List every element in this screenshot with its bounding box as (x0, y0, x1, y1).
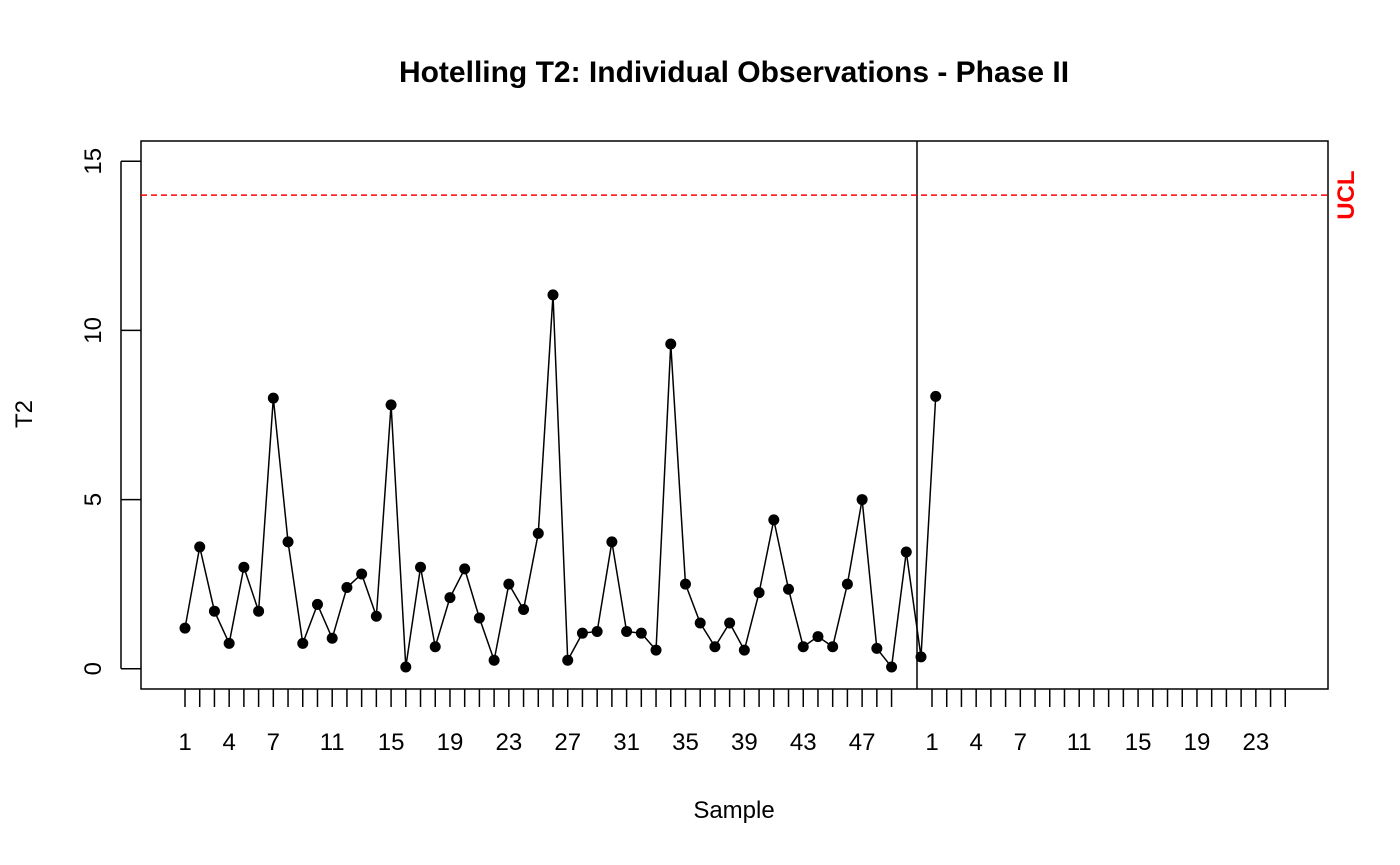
data-point (532, 527, 544, 539)
plot-frame (140, 140, 1329, 690)
phase1-x-tick-label: 11 (320, 729, 345, 756)
phase1-x-tick-label: 1 (178, 729, 191, 756)
data-point (223, 637, 235, 649)
data-point (871, 642, 883, 654)
chart-title: Hotelling T2: Individual Observations - … (399, 56, 1069, 89)
series-line (184, 294, 937, 669)
phase1-x-tick-label: 35 (672, 729, 699, 756)
phase1-x-tick-label: 15 (378, 729, 405, 756)
phase2-x-tick-label: 4 (969, 729, 982, 756)
data-point (429, 641, 441, 653)
data-point (930, 390, 942, 402)
y-tick-label: 0 (80, 662, 107, 675)
data-point (856, 494, 868, 506)
data-point (518, 604, 530, 616)
phase1-x-tick-label: 31 (613, 729, 640, 756)
data-point (459, 563, 471, 575)
data-point (473, 612, 485, 624)
x-axis-label: Sample (693, 797, 774, 824)
data-point (400, 661, 412, 673)
data-point (709, 641, 721, 653)
data-point (812, 631, 824, 643)
phase1-x-tick-label: 39 (731, 729, 758, 756)
data-point (635, 627, 647, 639)
data-point (415, 561, 427, 573)
data-point (768, 514, 780, 526)
phase1-x-tick-label: 43 (790, 729, 817, 756)
data-point (444, 592, 456, 604)
phase2-x-tick-label: 15 (1125, 729, 1152, 756)
data-point (179, 622, 191, 634)
data-point (591, 625, 603, 637)
x-axis: 1 4 7 11 15 19 23 27 31 35 39 43 47 1 4 7 11 15 19 23 (178, 689, 1287, 756)
data-point (562, 654, 574, 666)
data-point (547, 289, 559, 301)
phase1-x-tick-label: 23 (495, 729, 522, 756)
phase2-x-tick-label: 23 (1242, 729, 1269, 756)
data-point (753, 587, 765, 599)
phase2-x-tick-label: 19 (1184, 729, 1211, 756)
y-axis-label: T2 (11, 400, 38, 428)
ucl-label: UCL (1333, 170, 1360, 219)
phase1-x-tick-label: 47 (849, 729, 876, 756)
data-point (282, 536, 294, 548)
data-point (356, 568, 368, 580)
data-point (900, 546, 912, 558)
data-point (679, 578, 691, 590)
data-point (341, 582, 353, 594)
data-point (326, 632, 338, 644)
data-point (665, 338, 677, 350)
y-tick-label: 5 (80, 493, 107, 506)
data-point (650, 644, 662, 656)
data-point (297, 637, 309, 649)
data-point (827, 641, 839, 653)
data-point (841, 578, 853, 590)
data-point (783, 583, 795, 595)
data-point (606, 536, 618, 548)
data-point (238, 561, 250, 573)
phase2-x-tick-label: 1 (925, 729, 938, 756)
phase1-x-tick-label: 4 (222, 729, 235, 756)
data-point (503, 578, 515, 590)
y-tick-label: 10 (80, 317, 107, 344)
phase2-x-tick-label: 7 (1014, 729, 1027, 756)
y-tick-label: 15 (80, 148, 107, 175)
data-point (370, 610, 382, 622)
data-point (738, 644, 750, 656)
data-point (385, 399, 397, 411)
data-point (267, 392, 279, 404)
data-point (694, 617, 706, 629)
phase1-x-tick-label: 7 (267, 729, 280, 756)
data-point (797, 641, 809, 653)
data-point (576, 627, 588, 639)
data-point (915, 651, 927, 663)
phase1-x-tick-label: 19 (437, 729, 464, 756)
y-axis: 0 5 10 15 (80, 148, 141, 675)
phase2-x-tick-label: 11 (1067, 729, 1092, 756)
data-point (621, 625, 633, 637)
t2-series (179, 289, 942, 673)
data-point (194, 541, 206, 553)
phase1-x-tick-label: 27 (554, 729, 581, 756)
data-point (208, 605, 220, 617)
data-point (488, 654, 500, 666)
data-point (253, 605, 265, 617)
data-point (724, 617, 736, 629)
data-point (311, 598, 323, 610)
data-point (886, 661, 898, 673)
